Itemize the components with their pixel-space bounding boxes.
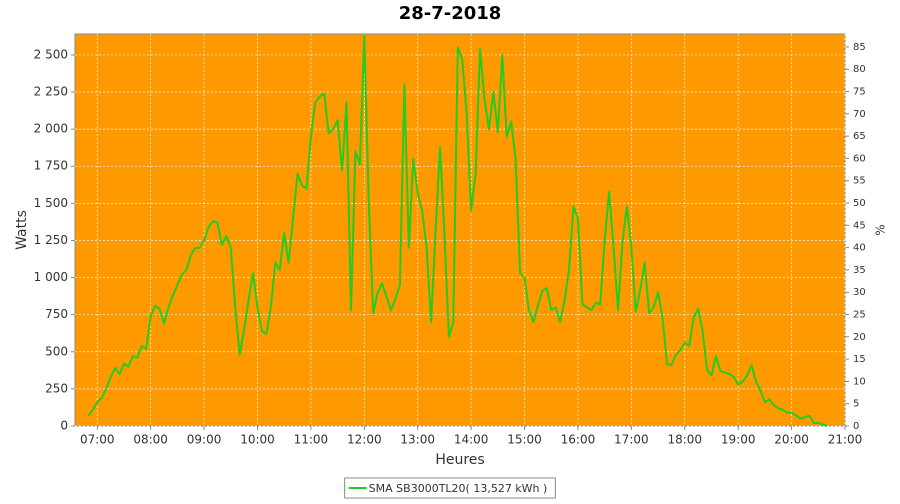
y2-tick-label: 25 [853,310,866,321]
x-tick-label: 14:00 [454,433,489,447]
y2-tick-label: 10 [853,376,866,387]
y2-tick-label: 15 [853,354,866,365]
y-axis-label: Watts [14,210,30,250]
y-tick-label: 2 250 [34,85,68,99]
x-tick-label: 20:00 [774,433,809,447]
y-tick-label: 1 250 [34,233,68,247]
x-tick-label: 19:00 [721,433,756,447]
y-tick-label: 1 500 [34,196,68,210]
y-tick-label: 2 000 [34,122,68,136]
y-tick-label: 1 000 [34,270,68,284]
y-tick-label: 1 750 [34,159,68,173]
y2-tick-label: 0 [853,421,859,432]
legend-label: SMA SB3000TL20( 13,527 kWh ) [369,482,548,495]
y2-tick-label: 5 [853,399,859,410]
data-line [87,34,828,427]
y2-tick-label: 70 [853,109,866,120]
y-tick-label: 750 [45,307,68,321]
y2-tick-label: 65 [853,131,866,142]
x-tick-label: 13:00 [400,433,435,447]
y-tick-label: 250 [45,381,68,395]
y2-tick-label: 30 [853,287,866,298]
x-tick-label: 07:00 [80,433,115,447]
x-axis-label: Heures [435,452,484,468]
y2-tick-label: 60 [853,153,866,164]
y2-tick-label: 40 [853,243,866,254]
plot-area [74,33,846,427]
y2-tick-label: 35 [853,265,866,276]
y-tick-label: 2 500 [34,47,68,61]
x-tick-label: 15:00 [507,433,542,447]
y2-tick-label: 85 [853,42,866,53]
chart-title: 28-7-2018 [399,3,502,24]
y2-tick-label: 75 [853,87,866,98]
x-tick-label: 21:00 [828,433,863,447]
x-tick-label: 08:00 [133,433,168,447]
y2-axis-label: % [874,224,888,235]
legend-box [344,477,556,499]
y-tick-label: 0 [60,419,68,433]
x-tick-label: 11:00 [294,433,329,447]
x-tick-label: 18:00 [667,433,702,447]
y2-tick-label: 45 [853,220,866,231]
y2-tick-label: 50 [853,198,866,209]
y2-tick-label: 55 [853,176,866,187]
x-tick-label: 17:00 [614,433,649,447]
x-tick-label: 10:00 [240,433,275,447]
legend: SMA SB3000TL20( 13,527 kWh ) [344,477,556,499]
y2-tick-label: 80 [853,64,866,75]
x-tick-label: 12:00 [347,433,382,447]
x-tick-label: 16:00 [561,433,596,447]
y-tick-label: 500 [45,344,68,358]
y2-tick-label: 20 [853,332,866,343]
x-tick-label: 09:00 [187,433,222,447]
